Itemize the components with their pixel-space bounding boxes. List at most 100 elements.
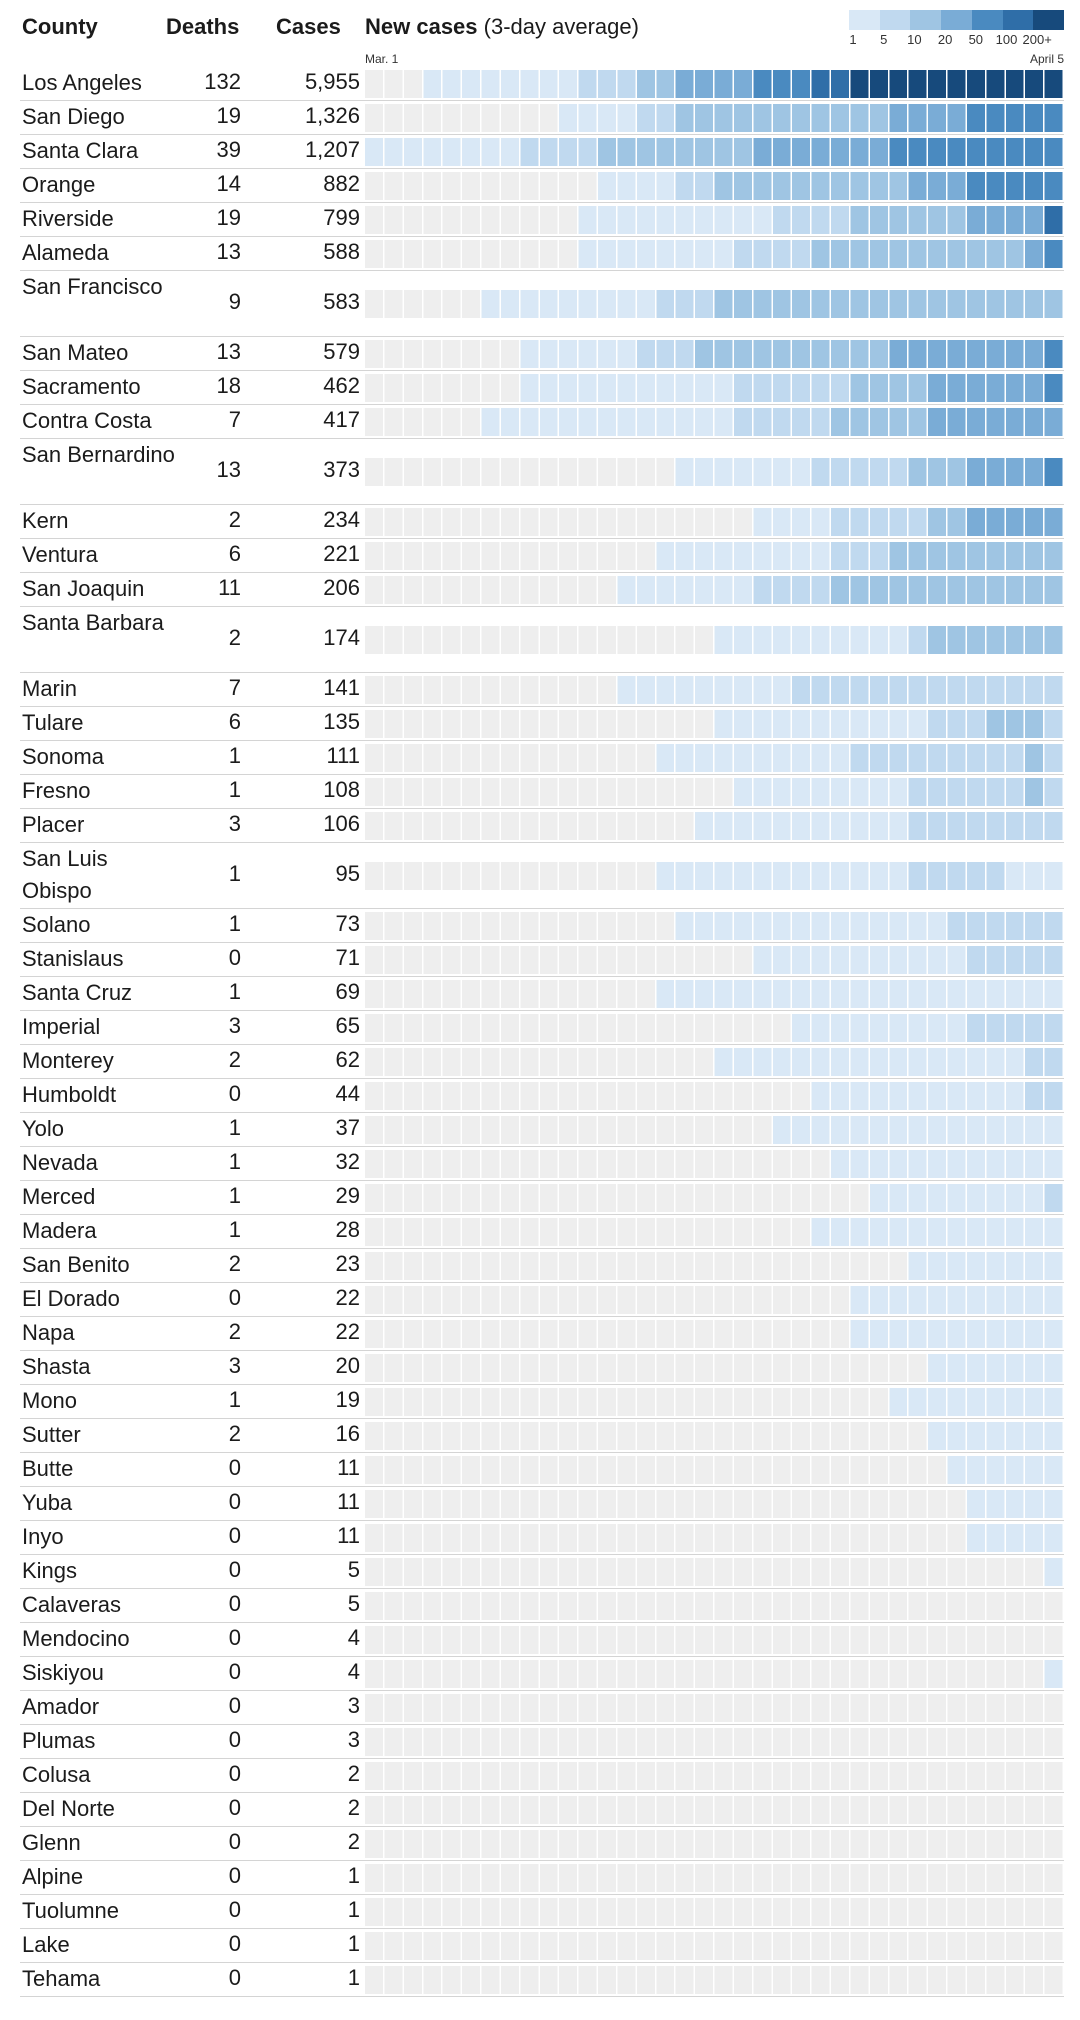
heatmap-cell xyxy=(714,946,733,974)
heatmap-cell xyxy=(559,1048,578,1076)
heatmap-cell xyxy=(889,744,908,772)
heatmap-cell xyxy=(675,1932,694,1960)
heatmap-cell xyxy=(423,1184,442,1212)
table-row: Los Angeles 132 5,955 xyxy=(20,67,1064,101)
heatmap-cell xyxy=(1044,1286,1063,1314)
heatmap-cell xyxy=(656,576,675,604)
heatmap-cell xyxy=(462,458,480,486)
heatmap-cell xyxy=(462,778,480,806)
heatmap-cell xyxy=(908,1184,927,1212)
heatmap-cell xyxy=(772,1660,791,1688)
heatmap-cell xyxy=(365,1660,383,1688)
heatmap-cell xyxy=(617,1830,636,1858)
heatmap-cell xyxy=(365,1864,383,1892)
cases-value: 174 xyxy=(323,625,360,650)
heatmap-cell xyxy=(403,744,422,772)
heatmap-cell xyxy=(831,1966,849,1994)
heatmap-cell xyxy=(908,1456,927,1484)
heatmap-cell xyxy=(1025,138,1044,166)
heatmap-cell xyxy=(617,676,636,704)
heatmap-cell xyxy=(384,1898,403,1926)
heatmap-cell xyxy=(1005,172,1024,200)
heatmap-cell xyxy=(869,1830,888,1858)
heatmap-cell xyxy=(928,778,946,806)
heatmap-cell xyxy=(500,240,519,268)
heatmap-cell xyxy=(365,240,383,268)
cases-value: 65 xyxy=(335,1013,360,1038)
heatmap-cell xyxy=(947,458,966,486)
heatmap-cell xyxy=(598,1932,616,1960)
heatmap-cell xyxy=(559,1932,578,1960)
heatmap-cell xyxy=(423,1048,442,1076)
heatmap-cell xyxy=(559,340,578,368)
heatmap-cell xyxy=(928,1796,946,1824)
heatmap-cell xyxy=(365,104,383,132)
heatmap-cell xyxy=(617,1762,636,1790)
heatmap-cell xyxy=(908,1932,927,1960)
heatmap-cell xyxy=(1044,1966,1063,1994)
heatmap-cell xyxy=(811,1898,830,1926)
heatmap-cell xyxy=(1025,1864,1044,1892)
heatmap-cell xyxy=(714,1286,733,1314)
heatmap-cell xyxy=(908,458,927,486)
county-name: Sacramento xyxy=(22,374,141,399)
cases-value: 22 xyxy=(335,1319,360,1344)
heatmap-cell xyxy=(714,676,733,704)
heatmap-cell xyxy=(384,1626,403,1654)
deaths-value: 2 xyxy=(228,1047,241,1072)
heatmap-cell xyxy=(617,1150,636,1178)
heatmap-cell xyxy=(908,1660,927,1688)
heatmap-cell xyxy=(578,1796,597,1824)
heatmap-cell xyxy=(811,1116,830,1144)
new-cases-header: New cases (3-day average) xyxy=(365,14,639,40)
heatmap-cell xyxy=(1044,676,1063,704)
cases-value: 73 xyxy=(335,911,360,936)
heatmap-cell xyxy=(947,1558,966,1586)
heatmap-cell xyxy=(403,1048,422,1076)
table-row: Nevada 1 32 xyxy=(20,1147,1064,1181)
heatmap-cell xyxy=(1005,1082,1024,1110)
heatmap-cell xyxy=(656,1150,675,1178)
heatmap-cell xyxy=(500,1626,519,1654)
deaths-value: 13 xyxy=(216,339,241,364)
heatmap-cell xyxy=(714,1320,733,1348)
heatmap-cell xyxy=(889,1286,908,1314)
heatmap-cell xyxy=(559,458,578,486)
heatmap-cell xyxy=(481,1660,500,1688)
legend-swatch xyxy=(941,10,973,30)
heatmap-cell xyxy=(831,1422,849,1450)
heatmap-cell xyxy=(598,1898,616,1926)
heatmap-cell xyxy=(559,1150,578,1178)
heatmap-cell xyxy=(365,508,383,536)
heatmap-cell xyxy=(636,710,655,738)
heatmap-cell xyxy=(811,508,830,536)
heatmap-cell xyxy=(928,1966,946,1994)
heatmap-cell xyxy=(636,104,655,132)
heatmap-cell xyxy=(598,812,616,840)
heatmap-cell xyxy=(869,1898,888,1926)
county-name: Colusa xyxy=(22,1762,91,1787)
heatmap-cell xyxy=(559,290,578,318)
heatmap-cell xyxy=(617,508,636,536)
heatmap-cell xyxy=(947,912,966,940)
table-row: San Mateo 13 579 xyxy=(20,337,1064,371)
heatmap-cell xyxy=(365,408,383,436)
heatmap-cell xyxy=(753,1728,772,1756)
heatmap-cell xyxy=(772,104,791,132)
daily-cases-strip xyxy=(365,1184,1063,1212)
daily-cases-strip xyxy=(365,206,1063,234)
heatmap-cell xyxy=(714,1592,733,1620)
heatmap-cell xyxy=(1005,980,1024,1008)
daily-cases-strip xyxy=(365,1286,1063,1314)
heatmap-cell xyxy=(811,1796,830,1824)
heatmap-cell xyxy=(908,1796,927,1824)
heatmap-cell xyxy=(539,374,558,402)
heatmap-cell xyxy=(675,1184,694,1212)
heatmap-cell xyxy=(850,1252,869,1280)
table-row: San Diego 19 1,326 xyxy=(20,101,1064,135)
deaths-value: 0 xyxy=(228,1727,241,1752)
heatmap-cell xyxy=(889,1694,908,1722)
heatmap-cell xyxy=(520,744,539,772)
heatmap-cell xyxy=(869,912,888,940)
heatmap-cell xyxy=(753,676,772,704)
